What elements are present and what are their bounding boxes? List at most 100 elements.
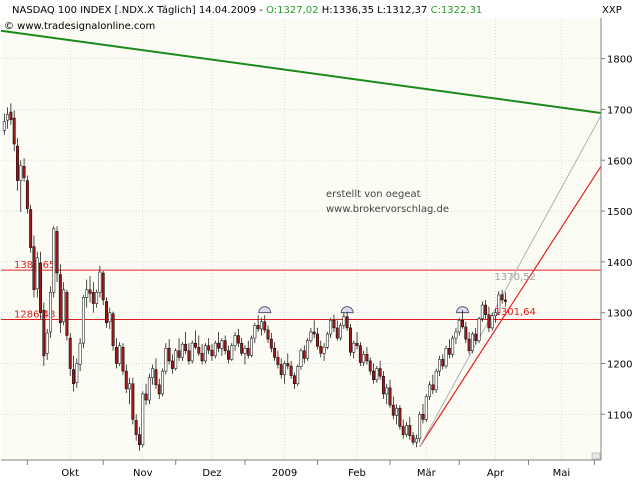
- candle: [246, 340, 250, 359]
- candle-body: [401, 426, 405, 435]
- candle-body: [35, 257, 39, 290]
- candle-body: [428, 384, 432, 397]
- candle: [88, 276, 92, 303]
- candle: [418, 411, 422, 443]
- candle: [256, 315, 260, 332]
- candle-body: [68, 337, 72, 369]
- candle-body: [355, 342, 359, 346]
- candle-body: [253, 325, 257, 339]
- candle-body: [138, 434, 141, 446]
- candle-body: [2, 121, 6, 131]
- candle-body: [457, 320, 461, 333]
- candle: [118, 342, 122, 367]
- y-axis: 1100 1200 1300 1400 1500 1600 1700 1800: [601, 55, 632, 421]
- candle: [184, 331, 188, 355]
- candle-body: [108, 312, 112, 323]
- price-label-0: 1301,64: [495, 307, 536, 318]
- candle: [263, 315, 267, 333]
- candle: [411, 432, 415, 445]
- candle-body: [105, 301, 108, 324]
- candle-body: [312, 331, 316, 335]
- candle-body: [9, 111, 13, 120]
- candle-body: [375, 368, 379, 380]
- candle-body: [480, 304, 484, 320]
- candle: [388, 379, 392, 409]
- candle: [447, 339, 451, 359]
- x-tick-label-6: Apr: [487, 468, 505, 479]
- candle-body: [497, 294, 501, 313]
- candle-body: [95, 292, 99, 304]
- candle: [355, 331, 359, 350]
- candle-body: [200, 353, 204, 362]
- candle: [401, 419, 405, 439]
- candle-body: [230, 345, 234, 360]
- candle: [213, 340, 217, 359]
- candle: [45, 328, 49, 360]
- candle: [203, 343, 207, 364]
- candle-body: [29, 209, 33, 248]
- candle-body: [177, 350, 181, 358]
- candle-body: [421, 414, 425, 420]
- candle-body: [118, 345, 122, 364]
- candle-body: [391, 404, 395, 416]
- candle: [391, 396, 395, 420]
- candle-body: [358, 345, 362, 363]
- candle-body: [180, 343, 184, 358]
- annotation-author: erstellt von oegeat: [326, 189, 421, 200]
- candle-body: [263, 321, 267, 331]
- top-marker-0: [258, 306, 272, 314]
- candle: [421, 404, 425, 424]
- candle: [477, 316, 481, 344]
- x-tick-label-2: Dez: [202, 468, 221, 479]
- candle-body: [342, 316, 346, 326]
- top-marker-1: [340, 306, 354, 314]
- candle: [444, 345, 448, 369]
- scroll-corner-button[interactable]: [591, 452, 601, 460]
- candle-body: [101, 272, 105, 301]
- candle-body: [494, 312, 497, 316]
- candle-body: [461, 320, 464, 328]
- candle: [230, 343, 234, 361]
- y-tick-label-3: 1400: [607, 258, 632, 269]
- candle-body: [111, 313, 115, 346]
- candle-body: [227, 350, 230, 360]
- candle-body: [316, 333, 319, 347]
- candle-body: [299, 350, 303, 367]
- candle: [108, 307, 112, 329]
- candle-body: [45, 332, 49, 354]
- axis-tag: XXP: [602, 5, 622, 16]
- candle: [240, 338, 244, 356]
- candle-body: [447, 347, 451, 355]
- candle: [431, 374, 435, 394]
- chart-header: NASDAQ 100 INDEX [.NDX.X Täglich] 14.04.…: [12, 5, 482, 16]
- candle: [134, 414, 138, 441]
- candle: [487, 306, 491, 332]
- candle-body: [42, 309, 46, 357]
- candle-body: [322, 346, 326, 354]
- candle: [32, 235, 36, 298]
- candle: [98, 265, 102, 298]
- candle-body: [484, 304, 488, 315]
- candle: [6, 107, 10, 129]
- candle: [141, 391, 145, 448]
- candle: [368, 357, 372, 375]
- candle-body: [329, 320, 333, 335]
- candle-body: [292, 375, 296, 385]
- candle: [286, 353, 290, 370]
- candle-body: [306, 340, 310, 359]
- candle: [42, 302, 46, 367]
- candle: [187, 343, 191, 365]
- candle: [362, 350, 366, 367]
- candle-body: [134, 420, 138, 435]
- candle-body: [12, 117, 16, 145]
- candle: [180, 342, 184, 361]
- candle: [114, 338, 118, 369]
- y-tick-label-6: 1700: [607, 105, 632, 116]
- candle: [335, 320, 339, 341]
- candle: [352, 340, 356, 359]
- y-tick-label-1: 1200: [607, 359, 632, 370]
- candle: [503, 292, 507, 307]
- candle: [190, 340, 194, 364]
- y-tick-label-0: 1100: [607, 410, 632, 421]
